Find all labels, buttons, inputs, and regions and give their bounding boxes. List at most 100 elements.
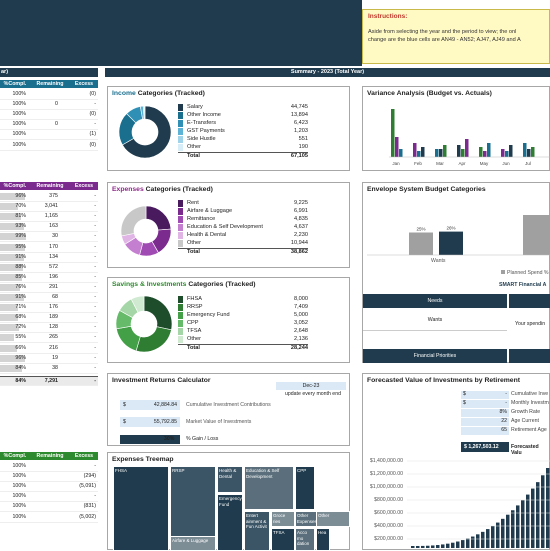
your-spending-label: Your spendin [515,321,545,327]
remaining-cell: 196 [49,274,58,280]
forecast-bar [471,537,475,548]
remaining-cell: 19 [52,355,58,361]
variance-bar [413,143,417,157]
legend-label: Other [187,336,201,342]
forecast-label: Cumulative Inve [511,391,548,397]
table-row: 100%(0) [0,90,98,100]
excess-cell: - [94,203,96,209]
financial-priorities-header: Financial Priorities [363,349,507,363]
forecast-bar [416,546,420,548]
forecast-input-box[interactable]: $- [461,400,509,408]
forecast-bar [491,526,495,548]
pct-cell: 100% [12,121,26,127]
forecast-y-tick: $1,000,000.00 [370,484,403,490]
legend-swatch [178,312,183,319]
pct-cell: 55% [15,334,26,340]
market-value-box[interactable]: $ 55,792.85 [120,417,180,427]
forecast-label: Age Current [511,418,539,424]
remaining-cell: 0 [55,121,58,127]
legend-value: 3,052 [294,320,308,326]
forecast-bar [476,534,480,548]
legend-swatch [178,136,183,143]
forecast-y-tick: $200,000.00 [374,536,403,542]
forecast-bar [541,475,545,548]
column-header: %Compl. [0,182,30,190]
pct-cell: 81% [15,213,26,219]
column-header: %Compl. [0,80,30,88]
wants-label: Wants [363,309,507,331]
pct-cell: 100% [12,463,26,469]
table-row: 93%163- [0,222,98,232]
table-row: 88%572- [0,263,98,273]
pct-cell: 100% [12,101,26,107]
forecast-value: 8% [500,409,508,415]
investment-returns-title: Investment Returns Calculator [112,377,211,384]
excess-cell: - [94,193,96,199]
legend-value: 44,745 [291,104,308,110]
pct-cell: 100% [12,473,26,479]
forecast-input-box[interactable]: 8% [461,409,509,417]
table-row: 100%(0) [0,110,98,120]
pct-cell: 100% [12,142,26,148]
forecast-input-box[interactable]: 65 [461,427,509,435]
investment-returns-panel: Investment Returns Calculator Dec-23 upd… [107,373,350,446]
instructions-line-1: Aside from selecting the year and the pe… [368,28,544,36]
forecast-bar [536,482,540,548]
pct-cell: 85% [15,274,26,280]
forecast-title: Forecasted Value of Investments by Retir… [367,377,520,384]
forecast-input-box[interactable]: 22 [461,418,509,426]
contributions-value-box: $ 42,884.84 [120,400,180,410]
market-value-label: Market Value of Investments [186,419,251,425]
forecast-input-box[interactable]: $- [461,391,509,399]
variance-title: Variance Analysis (Budget vs. Actuals) [367,90,492,97]
table-row: 100%0- [0,120,98,130]
donut-slice [116,326,140,351]
excess-cell: (831) [84,503,96,509]
envelope-bar-label: 26% [446,226,455,231]
remaining-cell: 291 [49,284,58,290]
returns-date[interactable]: Dec-23 [276,382,346,390]
treemap-box: Education & Self Development [244,466,294,510]
legend-label: Remittance [187,216,215,222]
expense-donut-chart [116,201,176,261]
forecast-y-tick: $1,200,000.00 [370,471,403,477]
variance-bar [417,151,421,157]
table-row: 100%(294) [0,472,98,482]
treemap-box: Health & Dental [217,466,243,493]
table-row: 68%189- [0,313,98,323]
forecast-bar [506,515,510,548]
total-row: 84%7,291- [0,376,98,386]
forecast-label: Growth Rate [511,409,540,415]
forecast-bar [441,544,445,548]
remaining-cell: 0 [55,101,58,107]
variance-month-label: Feb [414,161,422,166]
legend-value: 2,230 [294,232,308,238]
forecast-currency: $ [463,391,466,397]
treemap-box: Groce ries [271,511,295,527]
legend-swatch [178,120,183,127]
legend-swatch [178,128,183,135]
pct-cell: 100% [12,91,26,97]
remaining-cell: 216 [49,345,58,351]
table-row: 96%375- [0,192,98,202]
variance-bar [465,139,469,157]
pct-cell: 76% [15,284,26,290]
legend-total-label: Total [187,153,200,159]
envelope-legend: Planned Spend % [501,270,549,276]
forecast-input-row: $-Cumulative Inve [461,391,550,399]
column-header: Remaining [30,80,70,88]
legend-swatch [178,328,183,335]
legend-label: CPP [187,320,199,326]
donut-slice [146,206,171,230]
